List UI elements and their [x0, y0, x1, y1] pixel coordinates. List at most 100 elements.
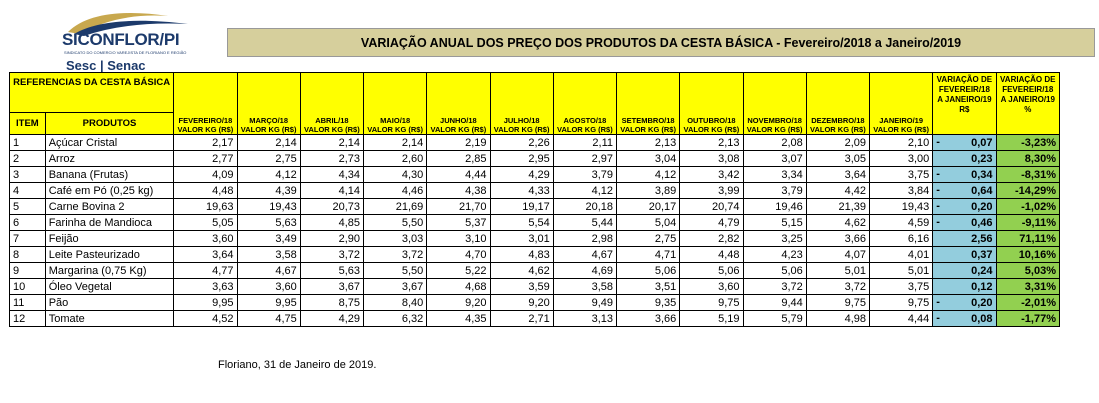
table-row: 4 Café em Pó (0,25 kg) 4,48 4,39 4,14 4,46 4,3… [9, 182, 1061, 199]
price-cell: 4,48 [173, 182, 238, 199]
title-bar: VARIAÇÃO ANUAL DOS PREÇO DOS PRODUTOS DA… [227, 28, 1095, 57]
price-cell: 9,20 [489, 294, 554, 311]
price-cell: 19,46 [742, 198, 807, 215]
price-cell: 2,98 [552, 230, 618, 247]
variation-pct-cell: 3,31% [995, 278, 1061, 295]
price-cell: 19,43 [236, 198, 301, 215]
price-cell: 4,79 [679, 214, 744, 231]
negative-sign: - [936, 168, 940, 180]
price-cell: 4,09 [173, 166, 238, 183]
price-cell: 2,13 [616, 134, 681, 151]
price-cell: 3,42 [679, 166, 744, 183]
month-header: OUTUBRO/18 VALOR KG (R$) [679, 72, 744, 135]
product-name: Açúcar Cristal [44, 134, 175, 151]
product-name: Farinha de Mandioca [44, 214, 175, 231]
table-row: 12 Tomate 4,52 4,75 4,29 6,32 4,35 2,71 3,13 3,66… [9, 310, 1061, 327]
price-cell: 2,85 [426, 150, 491, 167]
variation-rs-cell: 2,56 [932, 230, 997, 247]
negative-sign: - [936, 296, 940, 308]
price-cell: 4,44 [869, 310, 934, 327]
variation-pct-cell: 8,30% [995, 150, 1061, 167]
price-cell: 5,15 [742, 214, 807, 231]
price-cell: 3,07 [742, 150, 807, 167]
month-header: NOVEMBRO/18 VALOR KG (R$) [742, 72, 807, 135]
logo-partners: Sesc | Senac [66, 58, 146, 73]
negative-sign: - [936, 184, 940, 196]
price-cell: 3,72 [805, 278, 871, 295]
price-cell: 3,64 [173, 246, 238, 263]
price-cell: 20,73 [299, 198, 365, 215]
price-cell: 3,25 [742, 230, 807, 247]
variation-rs-value: 0,12 [971, 280, 993, 293]
variation-rs-cell: - 0,34 [932, 166, 997, 183]
price-cell: 4,67 [236, 262, 301, 279]
price-cell: 9,35 [616, 294, 681, 311]
logo-name: SICONFLOR/PI [62, 30, 180, 49]
swoosh-icon [68, 13, 188, 36]
product-name: Óleo Vegetal [44, 278, 175, 295]
price-cell: 3,63 [173, 278, 238, 295]
month-header: DEZEMBRO/18 VALOR KG (R$) [805, 72, 871, 135]
item-number: 4 [9, 182, 46, 199]
price-cell: 4,12 [616, 166, 681, 183]
price-cell: 4,30 [363, 166, 428, 183]
price-cell: 4,07 [805, 246, 871, 263]
variation-rs-cell: 0,23 [932, 150, 997, 167]
page-title: VARIAÇÃO ANUAL DOS PREÇO DOS PRODUTOS DA… [360, 35, 962, 50]
price-cell: 20,17 [616, 198, 681, 215]
variation-pct-cell: 71,11% [995, 230, 1061, 247]
price-cell: 3,01 [489, 230, 554, 247]
item-number: 12 [9, 310, 46, 327]
variation-rs-cell: - 0,08 [932, 310, 997, 327]
item-header: ITEM [9, 112, 46, 135]
month-header: JULHO/18 VALOR KG (R$) [489, 72, 554, 135]
price-cell: 4,14 [299, 182, 365, 199]
price-table: REFERENCIAS DA CESTA BÁSICA FEVEREIRO/18… [8, 72, 1061, 327]
price-cell: 4,71 [616, 246, 681, 263]
variation-rs-cell: - 0,07 [932, 134, 997, 151]
variation-rs-value: 0,20 [971, 200, 993, 213]
table-row: 7 Feijão 3,60 3,49 2,90 3,03 3,10 3,01 2,98 2,75 2… [9, 230, 1061, 247]
table-row: 10 Óleo Vegetal 3,63 3,60 3,67 3,67 4,68 3,59 3,… [9, 278, 1061, 295]
price-cell: 4,23 [742, 246, 807, 263]
price-cell: 4,83 [489, 246, 554, 263]
month-header: FEVEREIRO/18 VALOR KG (R$) [173, 72, 238, 135]
item-number: 10 [9, 278, 46, 295]
variation-pct-header: VARIAÇÃO DE FEVEREIR/18 A JANEIRO/19 % [995, 72, 1061, 135]
price-cell: 20,74 [679, 198, 744, 215]
price-cell: 5,54 [489, 214, 554, 231]
variation-rs-cell: - 0,20 [932, 294, 997, 311]
variation-pct-cell: -8,31% [995, 166, 1061, 183]
price-cell: 5,50 [363, 214, 428, 231]
variation-rs-cell: 0,37 [932, 246, 997, 263]
table-row: 5 Carne Bovina 2 19,63 19,43 20,73 21,69 21,70… [9, 198, 1061, 215]
price-cell: 2,26 [489, 134, 554, 151]
price-cell: 2,11 [552, 134, 618, 151]
price-cell: 3,79 [552, 166, 618, 183]
price-cell: 4,67 [552, 246, 618, 263]
price-cell: 4,85 [299, 214, 365, 231]
table-row: 3 Banana (Frutas) 4,09 4,12 4,34 4,30 4,44 4,29… [9, 166, 1061, 183]
footer-date: Floriano, 31 de Janeiro de 2019. [218, 359, 377, 371]
price-cell: 9,75 [679, 294, 744, 311]
price-cell: 5,79 [742, 310, 807, 327]
month-header: ABRIL/18 VALOR KG (R$) [299, 72, 365, 135]
item-number: 6 [9, 214, 46, 231]
price-cell: 4,48 [679, 246, 744, 263]
price-cell: 3,72 [299, 246, 365, 263]
price-cell: 9,20 [426, 294, 491, 311]
price-cell: 4,39 [236, 182, 301, 199]
price-cell: 5,01 [805, 262, 871, 279]
price-cell: 3,75 [869, 166, 934, 183]
product-name: Pão [44, 294, 175, 311]
price-cell: 4,01 [869, 246, 934, 263]
variation-rs-value: 0,46 [971, 216, 993, 229]
price-cell: 5,01 [869, 262, 934, 279]
price-cell: 5,04 [616, 214, 681, 231]
ref-header: REFERENCIAS DA CESTA BÁSICA [8, 72, 175, 113]
price-cell: 4,12 [236, 166, 301, 183]
variation-pct-cell: 5,03% [995, 262, 1061, 279]
negative-sign: - [936, 312, 940, 324]
price-cell: 2,77 [173, 150, 238, 167]
price-cell: 3,49 [236, 230, 301, 247]
